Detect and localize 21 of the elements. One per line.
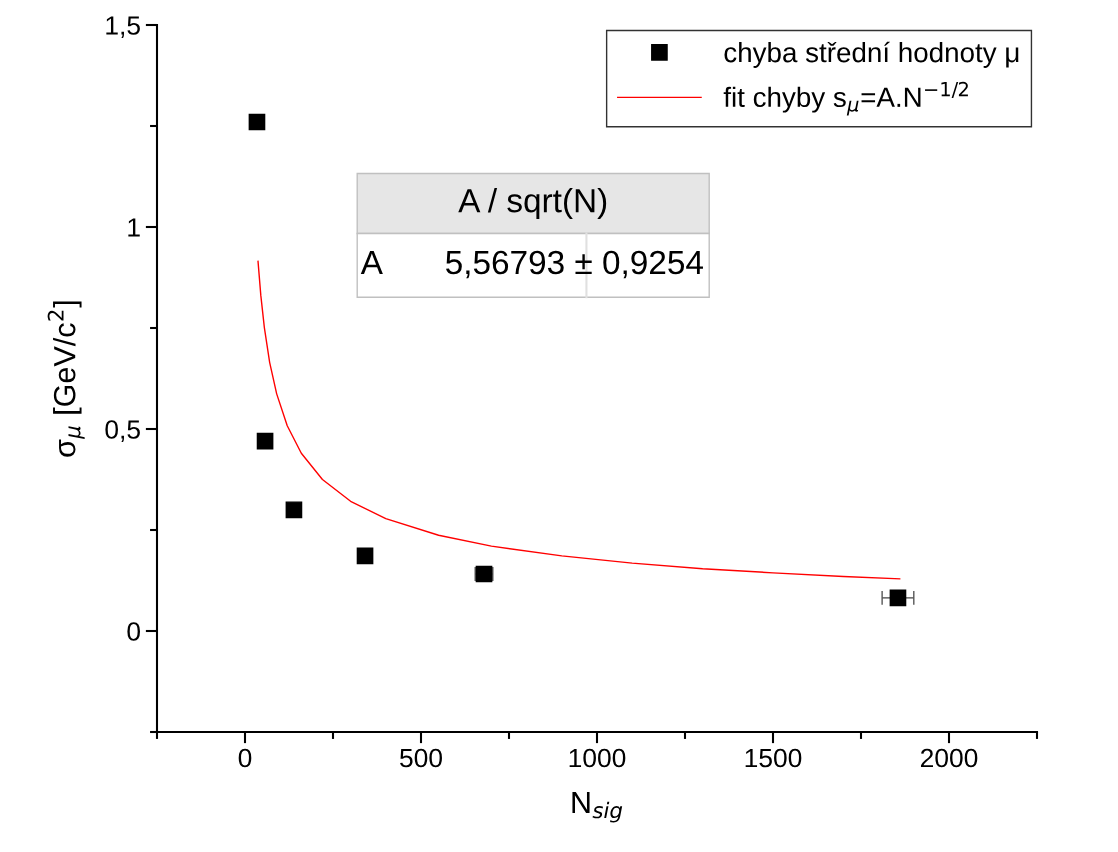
x-tick-label: 0 [238,748,252,768]
legend-label: chyba střední hodnoty μ [724,41,1019,68]
point [356,547,374,565]
point [256,432,274,450]
x-tick-label: 1000 [569,748,626,768]
legend-label: fit chyby s$_{μ}$=A.N$^{−1/2}$ [723,81,968,116]
y-axis-title: σ$_{μ}$ [GeV/c$^{2}$] [47,301,85,457]
point [248,113,266,131]
y-tick-label: 1 [128,218,140,237]
annotation: A / sqrt(N) [458,187,607,220]
x-tick-label: 1500 [745,748,802,768]
x-tick-label: 2000 [920,748,978,768]
annotation: 5,56793 ± 0,9254 [446,250,703,279]
x-axis-title: N$_{sig}$ [572,792,623,823]
y-tick-label: 0,5 [105,420,140,442]
y-tick-label: 1,5 [106,16,140,38]
annotation: A [360,251,383,274]
y-tick-label: 0 [127,622,140,641]
point [285,501,303,519]
x-tick-label: 500 [400,748,442,768]
point [889,589,907,607]
